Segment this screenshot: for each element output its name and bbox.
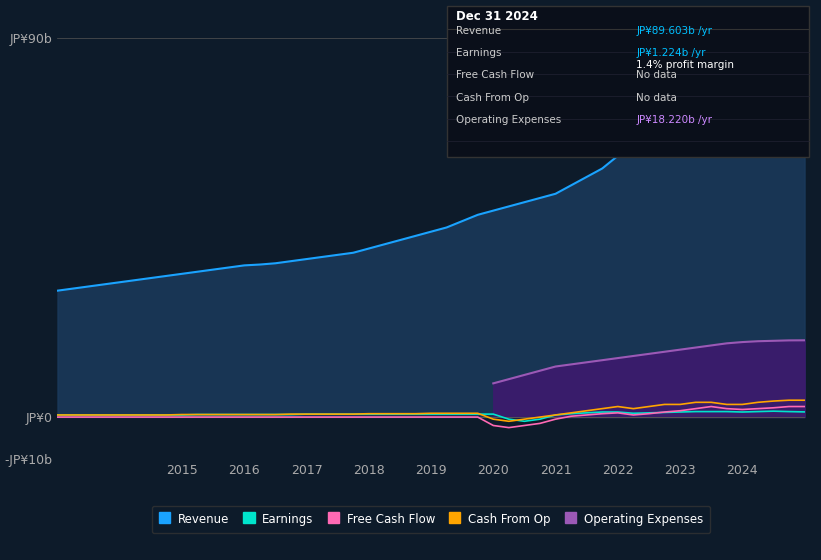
Text: Operating Expenses: Operating Expenses — [456, 115, 561, 125]
Text: Earnings: Earnings — [456, 48, 501, 58]
Text: Revenue: Revenue — [456, 26, 501, 36]
Text: JP¥18.220b /yr: JP¥18.220b /yr — [636, 115, 713, 125]
Text: JP¥1.224b /yr: JP¥1.224b /yr — [636, 48, 706, 58]
Text: No data: No data — [636, 71, 677, 81]
Text: Cash From Op: Cash From Op — [456, 93, 529, 103]
Text: Free Cash Flow: Free Cash Flow — [456, 71, 534, 81]
Text: 1.4% profit margin: 1.4% profit margin — [636, 60, 734, 71]
Legend: Revenue, Earnings, Free Cash Flow, Cash From Op, Operating Expenses: Revenue, Earnings, Free Cash Flow, Cash … — [152, 506, 710, 533]
Text: JP¥89.603b /yr: JP¥89.603b /yr — [636, 26, 713, 36]
Text: Dec 31 2024: Dec 31 2024 — [456, 10, 538, 22]
Text: No data: No data — [636, 93, 677, 103]
